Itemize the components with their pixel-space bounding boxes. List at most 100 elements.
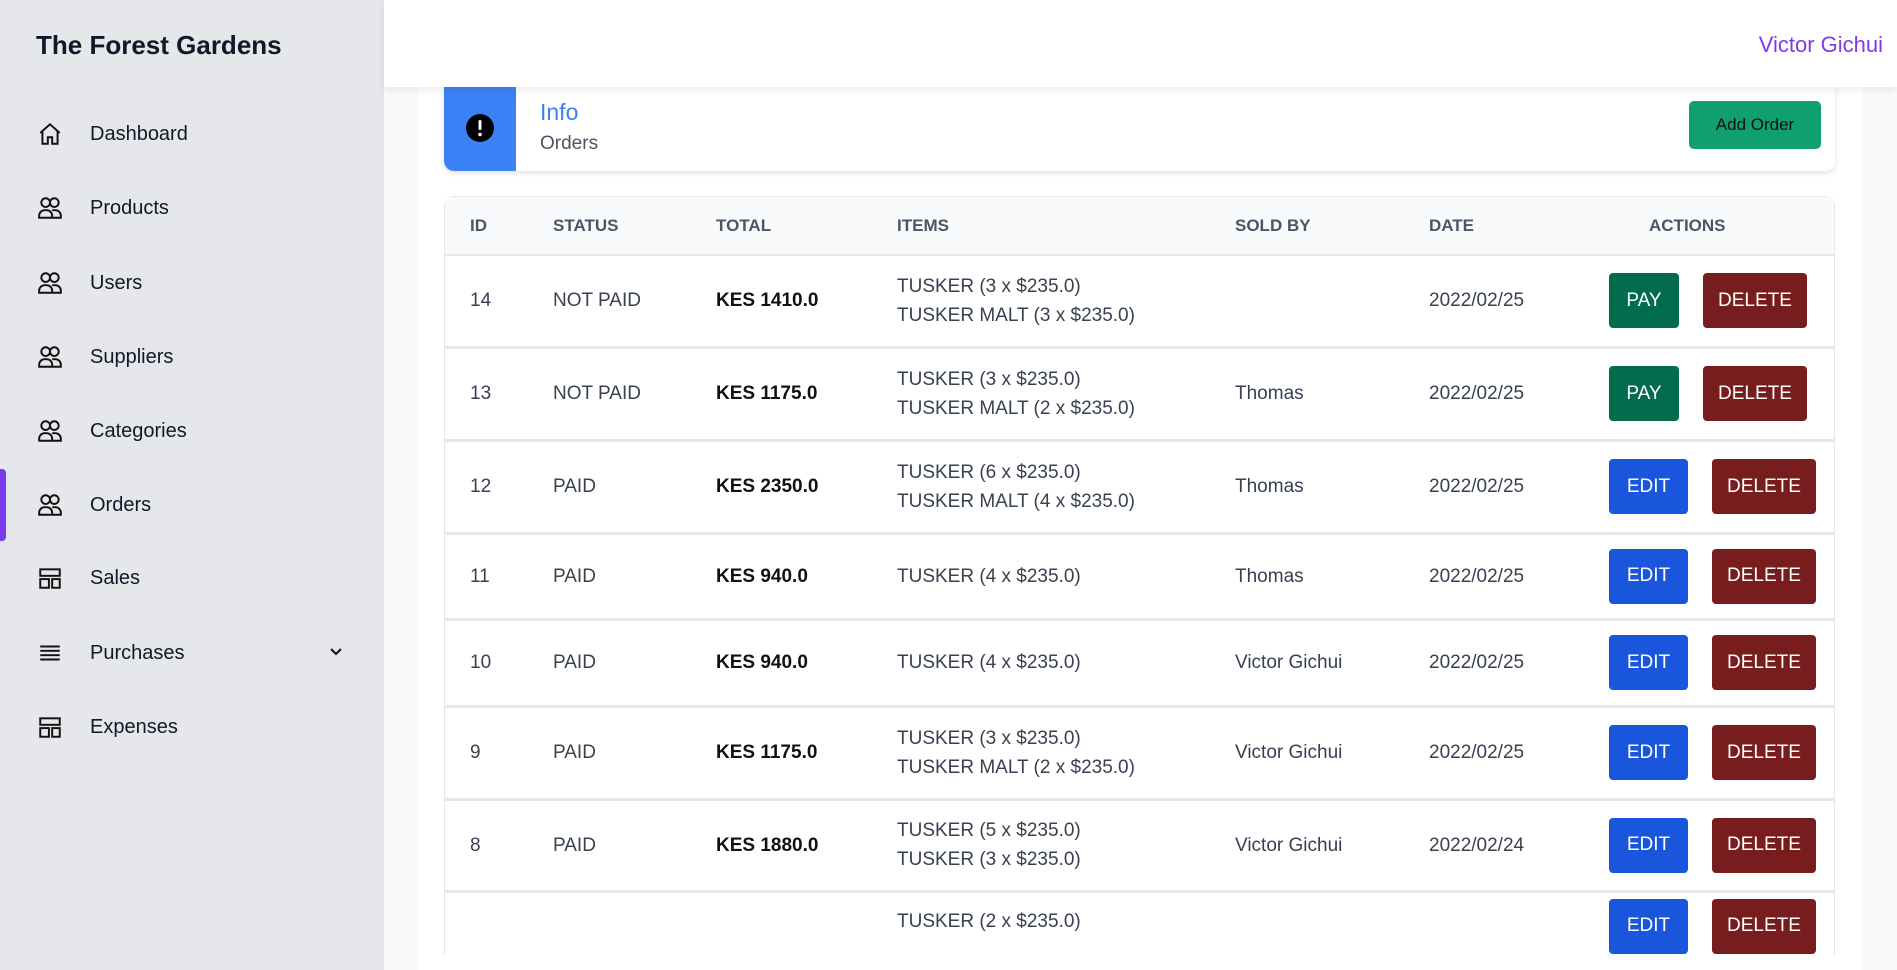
delete-button[interactable]: DELETE bbox=[1712, 898, 1816, 954]
order-sold-by: Victor Gichui bbox=[1235, 799, 1429, 893]
users-icon bbox=[36, 194, 64, 222]
add-order-button[interactable]: Add Order bbox=[1689, 101, 1821, 149]
order-date: 2022/02/25 bbox=[1429, 347, 1609, 442]
sidebar-item-label: Orders bbox=[90, 493, 152, 516]
table-row: 13 NOT PAID KES 1175.0 TUSKER (3 x $235.0) T… bbox=[445, 347, 1834, 442]
order-actions: PAY DELETE bbox=[1609, 255, 1834, 349]
order-item: TUSKER MALT (3 x $235.0) bbox=[897, 304, 1135, 326]
column-header-date: DATE bbox=[1429, 197, 1609, 256]
edit-button[interactable]: EDIT bbox=[1609, 635, 1688, 690]
pay-button[interactable]: PAY bbox=[1609, 366, 1679, 421]
order-total: KES 1410.0 bbox=[716, 255, 897, 349]
sidebar-item-label: Sales bbox=[90, 566, 141, 589]
order-sold-by: Victor Gichui bbox=[1235, 619, 1429, 708]
order-item: TUSKER (3 x $235.0) bbox=[897, 368, 1081, 390]
order-status: PAID bbox=[553, 799, 716, 893]
order-date: 2022/02/25 bbox=[1429, 440, 1609, 535]
column-header-actions: ACTIONS bbox=[1609, 197, 1834, 256]
info-title: Info bbox=[540, 99, 579, 125]
order-actions: PAY DELETE bbox=[1609, 347, 1834, 442]
order-date: 2022/02/25 bbox=[1429, 619, 1609, 708]
table-row: 12 PAID KES 2350.0 TUSKER (6 x $235.0) TUSKE… bbox=[445, 440, 1834, 535]
table-row: 14 NOT PAID KES 1410.0 TUSKER (3 x $235.0) T… bbox=[445, 255, 1834, 349]
orders-table: ID STATUS TOTAL ITEMS SOLD BY DATE ACTIONS 14 N… bbox=[444, 196, 1835, 955]
column-header-items: ITEMS bbox=[897, 197, 1235, 256]
order-date: 2022/02/24 bbox=[1429, 799, 1609, 893]
edit-button[interactable]: EDIT bbox=[1609, 548, 1688, 604]
table-row: 8 PAID KES 1880.0 TUSKER (5 x $235.0) TUSKER… bbox=[445, 799, 1834, 893]
delete-button[interactable]: DELETE bbox=[1712, 725, 1816, 780]
order-item: TUSKER MALT (2 x $235.0) bbox=[897, 397, 1135, 419]
order-date: 2022/02/25 bbox=[1429, 706, 1609, 801]
delete-button[interactable]: DELETE bbox=[1703, 273, 1807, 329]
order-date bbox=[1429, 891, 1609, 955]
sidebar-item-suppliers[interactable]: Suppliers bbox=[0, 327, 384, 387]
sidebar-item-sales[interactable]: Sales bbox=[0, 548, 384, 608]
sidebar-item-products[interactable]: Products bbox=[0, 178, 384, 238]
table-row: 11 PAID KES 940.0 TUSKER (4 x $235.0) Thomas… bbox=[445, 533, 1834, 621]
delete-button[interactable]: DELETE bbox=[1712, 635, 1816, 690]
users-icon bbox=[36, 269, 64, 297]
order-item: TUSKER (6 x $235.0) bbox=[897, 461, 1081, 483]
order-items: TUSKER (5 x $235.0) TUSKER (3 x $235.0) bbox=[897, 799, 1235, 893]
delete-button[interactable]: DELETE bbox=[1703, 366, 1807, 421]
sidebar-item-dashboard[interactable]: Dashboard bbox=[0, 104, 384, 164]
users-icon bbox=[36, 417, 64, 445]
edit-button[interactable]: EDIT bbox=[1609, 898, 1688, 954]
order-items: TUSKER (4 x $235.0) bbox=[897, 619, 1235, 708]
sidebar-item-label: Products bbox=[90, 196, 169, 219]
order-status: PAID bbox=[553, 440, 716, 535]
sidebar-item-orders[interactable]: Orders bbox=[0, 469, 384, 541]
delete-button[interactable]: DELETE bbox=[1712, 548, 1816, 604]
order-sold-by bbox=[1235, 891, 1429, 955]
user-name-link[interactable]: Victor Gichui bbox=[1758, 32, 1883, 57]
sidebar-item-expenses[interactable]: Expenses bbox=[0, 697, 384, 757]
order-status: NOT PAID bbox=[553, 255, 716, 349]
order-id: 8 bbox=[445, 799, 553, 893]
order-status: PAID bbox=[553, 619, 716, 708]
exclamation-icon bbox=[466, 114, 494, 142]
order-id bbox=[445, 891, 553, 955]
sidebar-item-label: Suppliers bbox=[90, 345, 174, 368]
order-item: TUSKER (4 x $235.0) bbox=[897, 565, 1081, 587]
users-icon bbox=[36, 343, 64, 371]
order-sold-by: Victor Gichui bbox=[1235, 706, 1429, 801]
delete-button[interactable]: DELETE bbox=[1712, 459, 1816, 514]
chevron-down-icon[interactable] bbox=[328, 642, 344, 665]
sidebar-item-label: Dashboard bbox=[90, 122, 188, 145]
sidebar-item-label: Purchases bbox=[90, 641, 185, 664]
sidebar-item-label: Expenses bbox=[90, 715, 178, 738]
order-item: TUSKER (3 x $235.0) bbox=[897, 849, 1081, 870]
edit-button[interactable]: EDIT bbox=[1609, 725, 1688, 780]
order-items: TUSKER (6 x $235.0) TUSKER MALT (4 x $235… bbox=[897, 440, 1235, 535]
edit-button[interactable]: EDIT bbox=[1609, 459, 1688, 514]
column-header-total: TOTAL bbox=[716, 197, 897, 256]
order-item: TUSKER MALT (4 x $235.0) bbox=[897, 490, 1135, 512]
pay-button[interactable]: PAY bbox=[1609, 273, 1679, 329]
order-total: KES 1175.0 bbox=[716, 706, 897, 801]
edit-button[interactable]: EDIT bbox=[1609, 817, 1688, 873]
order-actions: EDIT DELETE bbox=[1609, 619, 1834, 708]
order-date: 2022/02/25 bbox=[1429, 255, 1609, 349]
order-actions: EDIT DELETE bbox=[1609, 440, 1834, 535]
order-total: KES 1880.0 bbox=[716, 799, 897, 893]
order-items: TUSKER (3 x $235.0) TUSKER MALT (2 x $235… bbox=[897, 347, 1235, 442]
delete-button[interactable]: DELETE bbox=[1712, 817, 1816, 873]
order-items: TUSKER (4 x $235.0) bbox=[897, 533, 1235, 621]
order-actions: EDIT DELETE bbox=[1609, 799, 1834, 893]
order-total: KES 940.0 bbox=[716, 619, 897, 708]
order-item: TUSKER (2 x $235.0) bbox=[897, 910, 1081, 932]
sidebar-item-purchases[interactable]: Purchases bbox=[0, 623, 384, 683]
column-header-id: ID bbox=[445, 197, 553, 256]
sidebar-item-users[interactable]: Users bbox=[0, 253, 384, 313]
layout-icon bbox=[36, 713, 64, 741]
menu-icon bbox=[36, 639, 64, 667]
column-header-status: STATUS bbox=[553, 197, 716, 256]
order-id: 14 bbox=[445, 255, 553, 349]
sidebar-item-categories[interactable]: Categories bbox=[0, 401, 384, 461]
users-icon bbox=[36, 491, 64, 519]
order-sold-by: Thomas bbox=[1235, 347, 1429, 442]
order-items: TUSKER (2 x $235.0) bbox=[897, 891, 1235, 955]
order-sold-by: Thomas bbox=[1235, 440, 1429, 535]
info-card: Info Orders Add Order bbox=[444, 85, 1835, 171]
